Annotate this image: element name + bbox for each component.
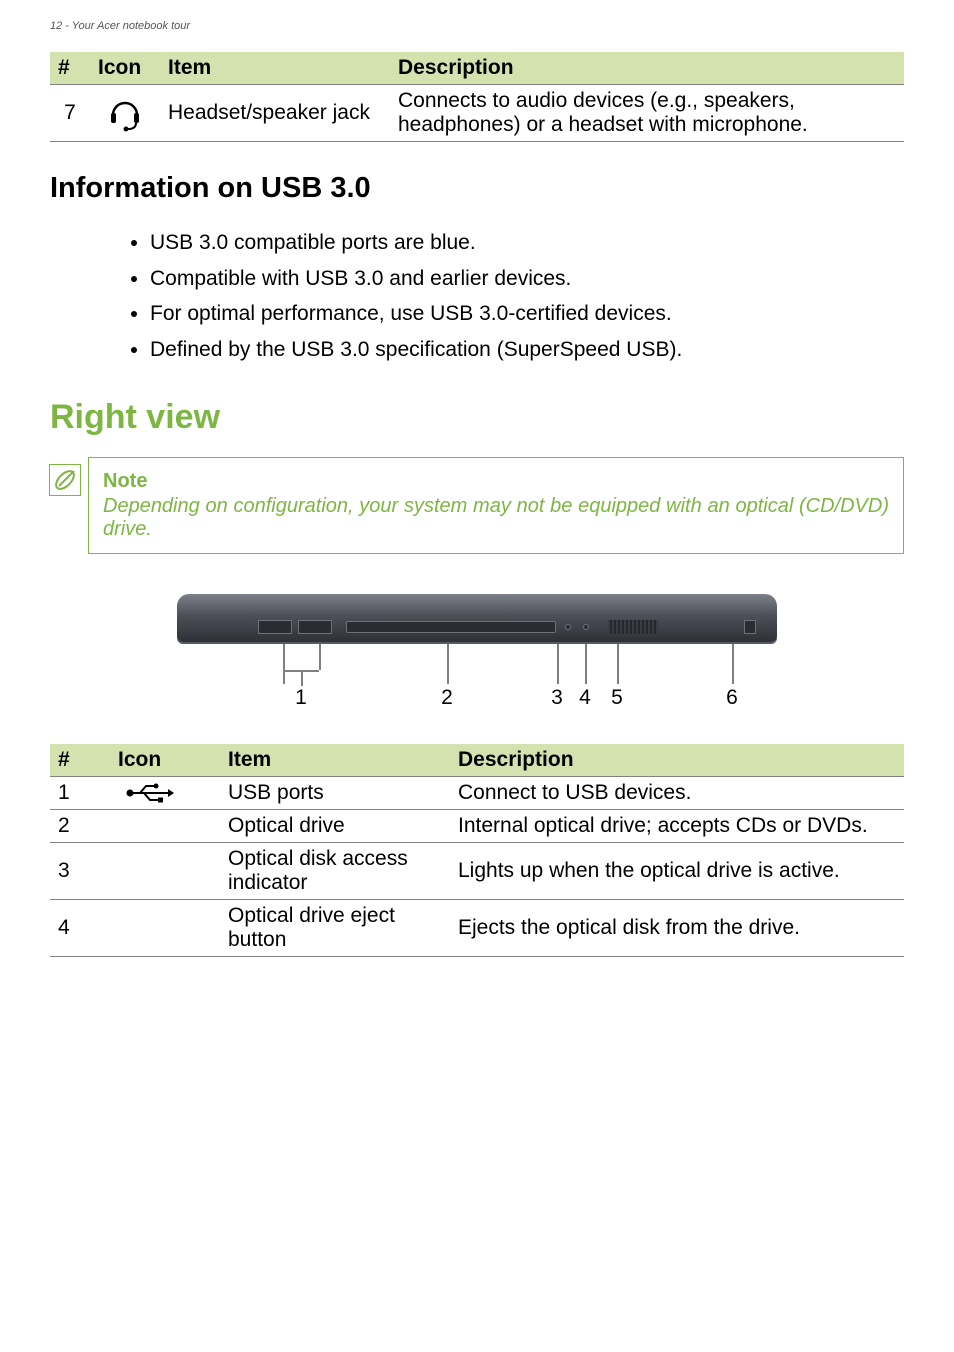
table-row: 4 Optical drive eject button Ejects the … <box>50 899 904 956</box>
callout-4: 4 <box>579 686 591 710</box>
callout-5: 5 <box>611 686 623 710</box>
th-desc: Description <box>390 52 904 85</box>
laptop-ports <box>177 616 777 638</box>
empty-icon <box>110 899 220 956</box>
th-icon: Icon <box>110 744 220 777</box>
usb-bullet-list: USB 3.0 compatible ports are blue. Compa… <box>50 225 904 368</box>
callout-1: 1 <box>295 686 307 710</box>
optical-drive-icon <box>346 621 556 633</box>
lock-slot-icon <box>744 620 756 634</box>
row-desc: Connects to audio devices (e.g., speaker… <box>390 85 904 142</box>
page-header: 12 - Your Acer notebook tour <box>0 0 954 52</box>
list-item: Defined by the USB 3.0 specification (Su… <box>150 332 904 368</box>
headset-icon <box>90 85 160 142</box>
content: # Icon Item Description 7 Heads <box>0 52 954 1027</box>
row-num: 3 <box>50 842 110 899</box>
table-row: 2 Optical drive Internal optical drive; … <box>50 809 904 842</box>
note-icon <box>49 464 81 496</box>
usb-port-icon <box>298 620 332 634</box>
row-desc: Lights up when the optical drive is acti… <box>450 842 904 899</box>
th-num: # <box>50 52 90 85</box>
table-row: 7 Headset/speaker jack Connects to audio… <box>50 85 904 142</box>
laptop-right-view-figure: 1 2 3 4 5 6 <box>50 594 904 714</box>
th-desc: Description <box>450 744 904 777</box>
table-row: 3 Optical disk access indicator Lights u… <box>50 842 904 899</box>
table-row: 1 USB ports Connect to USB devices. <box>50 776 904 809</box>
callout-lines: 1 2 3 4 5 6 <box>177 644 777 714</box>
row-desc: Ejects the optical disk from the drive. <box>450 899 904 956</box>
usb-icon <box>110 776 220 809</box>
callout-6: 6 <box>726 686 738 710</box>
th-icon: Icon <box>90 52 160 85</box>
row-num: 2 <box>50 809 110 842</box>
indicator-icon <box>565 624 571 630</box>
row-item: Optical disk access indicator <box>220 842 450 899</box>
list-item: For optimal performance, use USB 3.0-cer… <box>150 296 904 332</box>
callout-3: 3 <box>551 686 563 710</box>
row-num: 4 <box>50 899 110 956</box>
th-item: Item <box>220 744 450 777</box>
eject-button-icon <box>583 624 589 630</box>
th-num: # <box>50 744 110 777</box>
laptop-body <box>177 594 777 642</box>
note-box: Note Depending on configuration, your sy… <box>88 457 904 554</box>
usb-port-icon <box>258 620 292 634</box>
usb-section-title: Information on USB 3.0 <box>50 172 904 205</box>
row-item: USB ports <box>220 776 450 809</box>
note-title: Note <box>103 470 889 493</box>
row-item: Headset/speaker jack <box>160 85 390 142</box>
row-num: 7 <box>50 85 90 142</box>
row-item: Optical drive eject button <box>220 899 450 956</box>
callout-2: 2 <box>441 686 453 710</box>
row-desc: Internal optical drive; accepts CDs or D… <box>450 809 904 842</box>
empty-icon <box>110 842 220 899</box>
ports-table-top: # Icon Item Description 7 Heads <box>50 52 904 142</box>
ports-table-right: # Icon Item Description 1 <box>50 744 904 957</box>
list-item: USB 3.0 compatible ports are blue. <box>150 225 904 261</box>
vent-icon <box>608 620 658 634</box>
note-body: Depending on configuration, your system … <box>103 495 889 541</box>
empty-icon <box>110 809 220 842</box>
row-item: Optical drive <box>220 809 450 842</box>
row-desc: Connect to USB devices. <box>450 776 904 809</box>
row-num: 1 <box>50 776 110 809</box>
right-view-title: Right view <box>50 398 904 437</box>
list-item: Compatible with USB 3.0 and earlier devi… <box>150 261 904 297</box>
th-item: Item <box>160 52 390 85</box>
